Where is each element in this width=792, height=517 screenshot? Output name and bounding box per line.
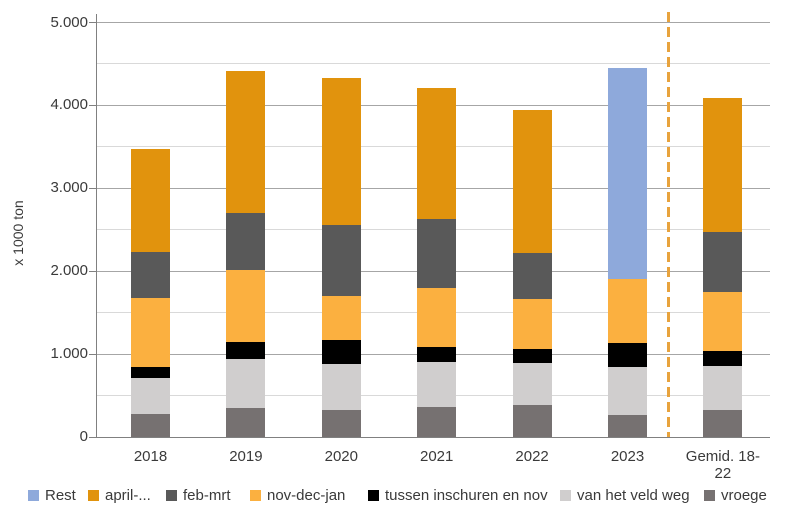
bar-segment-feb-mrt	[512, 252, 552, 300]
y-tick-mark	[89, 270, 96, 272]
bar-segment-vroege	[417, 407, 457, 437]
x-tick-label: 2019	[229, 448, 263, 465]
bar-segment-tussen-inschuren-en-nov	[608, 343, 647, 367]
y-tick-label: 2.000	[50, 262, 88, 280]
x-tick-label: 2023	[610, 448, 645, 465]
y-tick-label: 4.000	[50, 96, 88, 114]
legend-swatch-icon	[368, 489, 379, 501]
x-tick-label: 2022	[515, 448, 549, 465]
bar-segment-feb-mrt	[417, 219, 457, 288]
x-tick-label: 2020	[324, 448, 358, 465]
bar-segment-feb-mrt	[226, 213, 266, 271]
bar-segment-tussen-inschuren-en-nov	[321, 340, 361, 365]
x-tick-label: 2021	[420, 448, 454, 465]
bar-segment-vroege	[608, 415, 647, 437]
legend-swatch-icon	[88, 489, 99, 501]
y-tick-mark	[89, 187, 96, 189]
bar-segment-april-	[321, 78, 361, 225]
bar-segment-van-het-veld-weg	[608, 366, 647, 416]
legend-label: vroege	[721, 486, 767, 504]
bar-segment-april-	[226, 70, 266, 214]
x-tick-label: 2018	[133, 448, 168, 465]
average-separator-line	[666, 12, 670, 437]
bar-segment-vroege	[226, 407, 266, 437]
bar-segment-van-het-veld-weg	[703, 366, 743, 410]
legend-item-feb-mrt: feb-mrt	[166, 486, 231, 504]
bar-segment-vroege	[321, 410, 361, 437]
legend-item-rest: Rest	[28, 486, 76, 504]
legend-item-vroege: vroege	[704, 486, 767, 504]
legend-item-april-: april-...	[88, 486, 151, 504]
bar-segment-tussen-inschuren-en-nov	[417, 346, 457, 362]
legend-item-tussen-inschuren-en-nov: tussen inschuren en nov	[368, 486, 548, 504]
bar-segment-tussen-inschuren-en-nov	[703, 350, 743, 367]
y-tick-label: 1.000	[50, 345, 88, 363]
bar-segment-nov-dec-jan	[321, 296, 361, 340]
y-tick-mark	[89, 104, 96, 106]
y-tick-mark	[89, 436, 96, 438]
legend-label: nov-dec-jan	[267, 486, 346, 504]
legend-label: Rest	[45, 486, 76, 504]
legend-swatch-icon	[166, 489, 177, 501]
y-tick-label: 0	[79, 428, 88, 445]
bar-segment-feb-mrt	[703, 232, 743, 292]
bar-segment-nov-dec-jan	[131, 297, 170, 367]
bar-segment-april-	[417, 87, 457, 220]
legend-label: van het veld weg	[577, 486, 690, 504]
bar-segment-tussen-inschuren-en-nov	[226, 342, 266, 359]
y-tick-mark	[89, 22, 96, 23]
bar-segment-vroege	[512, 405, 552, 437]
legend-item-nov-dec-jan: nov-dec-jan	[250, 486, 346, 504]
bar-segment-nov-dec-jan	[226, 270, 266, 343]
legend-label: april-...	[105, 486, 151, 504]
bar-segment-nov-dec-jan	[512, 299, 552, 349]
bar-segment-tussen-inschuren-en-nov	[131, 366, 170, 379]
legend-swatch-icon	[28, 489, 39, 501]
x-tick-label: Gemid. 18-22	[685, 448, 760, 482]
bar-segment-vroege	[703, 409, 743, 437]
bar-segment-april-	[131, 149, 170, 253]
legend-swatch-icon	[560, 489, 571, 501]
bar-segment-van-het-veld-weg	[321, 364, 361, 411]
y-axis-line	[96, 14, 97, 437]
bar-segment-april-	[703, 97, 743, 233]
y-tick-label: 5.000	[50, 13, 88, 31]
bar-segment-feb-mrt	[321, 224, 361, 297]
y-tick-mark	[89, 353, 96, 355]
bar-segment-vroege	[131, 413, 170, 437]
bar-segment-april-	[512, 109, 552, 253]
legend-label: feb-mrt	[183, 486, 231, 504]
bar-segment-nov-dec-jan	[417, 287, 457, 347]
bar-segment-van-het-veld-weg	[417, 361, 457, 408]
x-axis-line	[96, 436, 770, 438]
bar-segment-nov-dec-jan	[608, 278, 647, 344]
bar-segment-nov-dec-jan	[703, 291, 743, 351]
legend-label: tussen inschuren en nov	[385, 486, 548, 504]
y-tick-label: 3.000	[50, 179, 88, 197]
bar-segment-rest	[608, 68, 647, 279]
legend-swatch-icon	[250, 489, 261, 501]
bar-segment-van-het-veld-weg	[131, 378, 170, 414]
minor-gridline	[96, 63, 770, 65]
bar-segment-van-het-veld-weg	[512, 363, 552, 406]
legend-swatch-icon	[704, 489, 715, 501]
bar-segment-van-het-veld-weg	[226, 358, 266, 408]
legend-item-van-het-veld-weg: van het veld weg	[560, 486, 690, 504]
major-gridline	[96, 22, 770, 23]
bar-segment-tussen-inschuren-en-nov	[512, 348, 552, 364]
bar-segment-feb-mrt	[131, 252, 170, 298]
